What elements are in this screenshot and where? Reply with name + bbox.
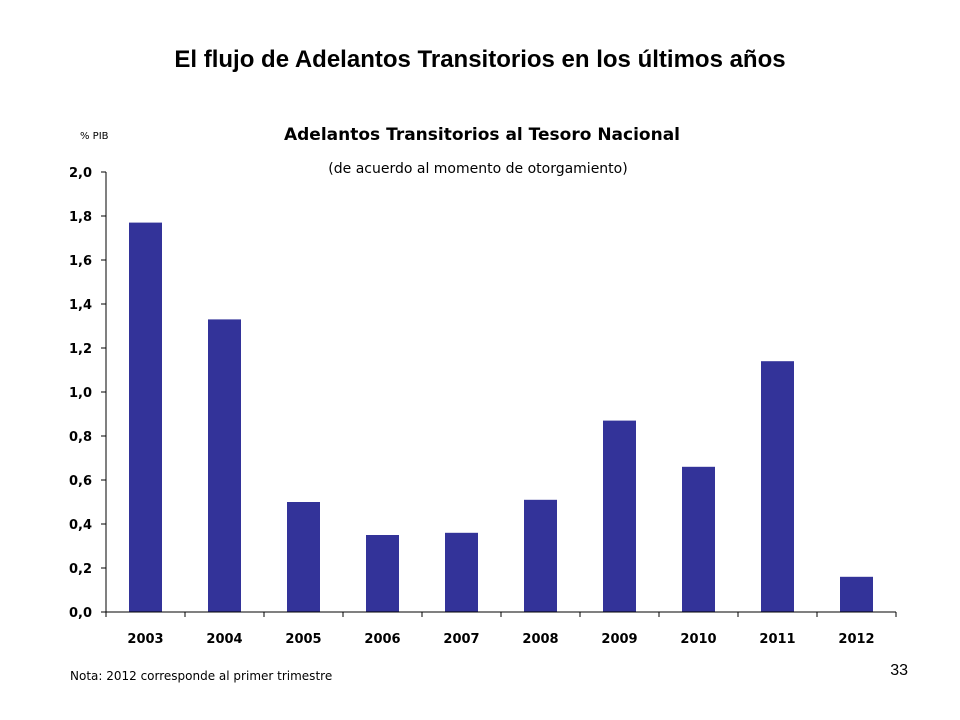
bar-2010 bbox=[682, 466, 715, 612]
x-tick-label: 2010 bbox=[680, 632, 716, 647]
y-tick-label: 1,2 bbox=[69, 342, 92, 357]
y-tick-labels: 0,0 0,2 0,4 0,6 0,8 1,0 1,2 1,4 1,6 1,8 2,0 bbox=[69, 166, 92, 621]
chart-title: Adelantos Transitorios al Tesoro Naciona… bbox=[284, 125, 680, 145]
x-tick-label: 2012 bbox=[838, 632, 874, 647]
x-tick-labels: 2003 2004 2005 2006 2007 2008 2009 2010 2011 2012 bbox=[127, 632, 874, 647]
x-tick-label: 2003 bbox=[127, 632, 163, 647]
page-number: 33 bbox=[890, 662, 908, 679]
y-tick-label: 0,6 bbox=[69, 474, 92, 489]
y-tick-label: 1,6 bbox=[69, 254, 92, 269]
bar-2009 bbox=[603, 420, 636, 612]
y-tick-label: 1,4 bbox=[69, 298, 92, 313]
bar-2012 bbox=[840, 576, 873, 612]
x-tick-label: 2007 bbox=[443, 632, 479, 647]
chart-subtitle: (de acuerdo al momento de otorgamiento) bbox=[328, 161, 627, 177]
bars-group bbox=[129, 222, 873, 612]
y-tick-label: 0,0 bbox=[69, 606, 92, 621]
x-tick-label: 2008 bbox=[522, 632, 558, 647]
y-tick-label: 0,8 bbox=[69, 430, 92, 445]
chart-note: Nota: 2012 corresponde al primer trimest… bbox=[70, 669, 332, 683]
bar-2004 bbox=[208, 319, 241, 612]
y-tick-label: 0,4 bbox=[69, 518, 92, 533]
y-tick-label: 1,8 bbox=[69, 210, 92, 225]
x-tick-label: 2005 bbox=[285, 632, 321, 647]
bar-2007 bbox=[445, 532, 478, 612]
axes-group bbox=[101, 171, 897, 617]
x-tick-label: 2011 bbox=[759, 632, 795, 647]
y-tick-label: 0,2 bbox=[69, 562, 92, 577]
y-axis-unit-label: % PIB bbox=[80, 131, 109, 142]
slide-title: El flujo de Adelantos Transitorios en lo… bbox=[174, 46, 786, 73]
x-tick-label: 2004 bbox=[206, 632, 242, 647]
bar-2011 bbox=[761, 361, 794, 612]
bar-2003 bbox=[129, 222, 162, 612]
y-tick-label: 2,0 bbox=[69, 166, 92, 181]
bar-2005 bbox=[287, 502, 320, 612]
x-tick-label: 2009 bbox=[601, 632, 637, 647]
bar-2008 bbox=[524, 499, 557, 612]
x-tick-label: 2006 bbox=[364, 632, 400, 647]
y-tick-label: 1,0 bbox=[69, 386, 92, 401]
bar-2006 bbox=[366, 535, 399, 612]
